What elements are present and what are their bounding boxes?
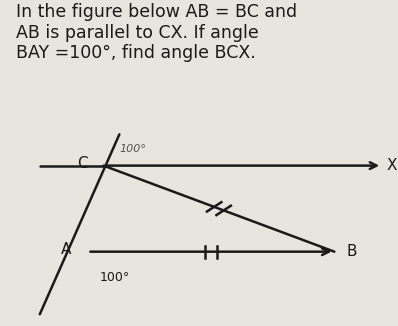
Text: In the figure below AB = BC and
AB is parallel to CX. If angle
BAY =100°, find a: In the figure below AB = BC and AB is pa…: [16, 3, 297, 62]
Text: 100°: 100°: [119, 144, 146, 154]
Text: 100°: 100°: [100, 271, 130, 284]
Text: X: X: [386, 158, 396, 173]
Text: C: C: [77, 156, 88, 171]
Text: B: B: [346, 244, 357, 259]
Text: A: A: [61, 242, 72, 257]
